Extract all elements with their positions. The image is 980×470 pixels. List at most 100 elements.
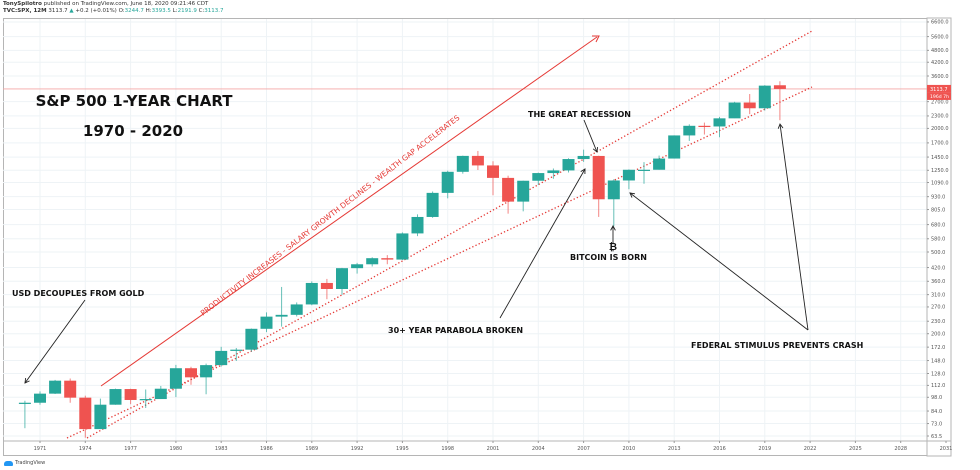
svg-text:5600.0: 5600.0 <box>931 34 949 40</box>
open-value: 3244.7 <box>124 8 144 14</box>
candle-1997 <box>426 191 439 218</box>
candle-1993 <box>366 257 379 267</box>
svg-text:310.0: 310.0 <box>931 292 945 298</box>
svg-text:63.5: 63.5 <box>931 434 942 440</box>
svg-text:2016: 2016 <box>713 446 726 452</box>
tradingview-logo[interactable]: TradingView <box>4 460 45 466</box>
candle-2003 <box>517 180 530 212</box>
high-value: 3393.5 <box>151 8 171 14</box>
svg-text:84.0: 84.0 <box>931 409 942 415</box>
svg-text:2010: 2010 <box>623 446 636 452</box>
svg-text:680.0: 680.0 <box>931 222 945 228</box>
svg-text:196d 7h: 196d 7h <box>930 94 949 100</box>
svg-text:2700.0: 2700.0 <box>931 99 949 105</box>
svg-text:2300.0: 2300.0 <box>931 114 949 120</box>
candle-2006 <box>562 158 575 173</box>
published-text: published on TradingView.com, June 18, 2… <box>43 1 209 7</box>
svg-text:2019: 2019 <box>758 446 771 452</box>
candle-2018 <box>743 94 756 115</box>
great-recession-note: THE GREAT RECESSION <box>528 110 631 119</box>
symbol-name[interactable]: TVC:SPX, 12M <box>3 8 47 14</box>
candle-2001 <box>487 161 499 196</box>
chart-subtitle: 1970 - 2020 <box>83 122 183 140</box>
svg-text:1974: 1974 <box>79 446 92 452</box>
svg-text:1980: 1980 <box>170 446 183 452</box>
svg-text:2022: 2022 <box>804 446 817 452</box>
candle-1978 <box>139 389 152 409</box>
svg-text:1700.0: 1700.0 <box>931 141 949 147</box>
candle-1992 <box>351 262 364 274</box>
svg-text:2004: 2004 <box>532 446 545 452</box>
candle-1998 <box>441 170 454 199</box>
candle-1980 <box>169 364 182 398</box>
candle-1976 <box>109 388 122 405</box>
stimulus-note: FEDERAL STIMULUS PREVENTS CRASH <box>691 341 863 350</box>
usd-gold-note: USD DECOUPLES FROM GOLD <box>12 289 145 298</box>
candle-2014 <box>683 124 696 141</box>
candle-2008 <box>592 155 605 217</box>
svg-text:2001: 2001 <box>487 446 500 452</box>
svg-text:98.0: 98.0 <box>931 395 942 401</box>
candle-2012 <box>653 155 666 170</box>
change-arrow-icon: ▲ <box>69 8 74 14</box>
bitcoin-icon: ₿ <box>609 241 617 253</box>
candle-1972 <box>49 379 62 394</box>
candle-1981 <box>185 366 197 385</box>
svg-text:2000.0: 2000.0 <box>931 126 949 132</box>
candle-1977 <box>124 388 137 405</box>
candle-1979 <box>154 385 167 400</box>
parabola-note: 30+ YEAR PARABOLA BROKEN <box>388 326 523 335</box>
candle-2011 <box>638 162 650 184</box>
low-label: L: <box>172 8 178 14</box>
time-axis[interactable]: 1971 1974 1977 1980 1983 1986 1989 1992 1995 1998… <box>3 440 952 452</box>
author-name[interactable]: TonySpilotro <box>3 1 42 7</box>
tradingview-cloud-icon <box>4 460 13 466</box>
price-axis[interactable]: 6600.0 5600.0 4800.0 4200.0 3600.0 2700.0 2300… <box>926 17 952 457</box>
candle-2000 <box>471 150 484 171</box>
svg-text:3600.0: 3600.0 <box>931 74 949 80</box>
svg-text:1986: 1986 <box>260 446 273 452</box>
candle-2005 <box>547 168 560 179</box>
svg-text:148.0: 148.0 <box>931 358 945 364</box>
candle-1983 <box>215 346 228 367</box>
svg-text:230.0: 230.0 <box>931 319 945 325</box>
svg-text:805.0: 805.0 <box>931 207 945 213</box>
svg-text:2025: 2025 <box>849 446 862 452</box>
candle-2020 <box>773 81 786 121</box>
candle-2004 <box>532 172 545 185</box>
svg-text:73.0: 73.0 <box>931 421 942 427</box>
svg-text:270.0: 270.0 <box>931 305 945 311</box>
candle-1995 <box>396 232 409 260</box>
candle-1984 <box>230 347 243 361</box>
svg-text:930.0: 930.0 <box>931 194 945 200</box>
svg-text:420.0: 420.0 <box>931 265 945 271</box>
change-value: +0.2 (+0.01%) <box>75 8 117 14</box>
svg-text:1090.0: 1090.0 <box>931 180 949 186</box>
candle-1999 <box>456 155 469 174</box>
high-label: H: <box>145 8 152 14</box>
candle-1971 <box>34 391 46 405</box>
candlestick-series <box>18 81 786 438</box>
close-value: 3113.7 <box>204 8 224 14</box>
svg-text:4800.0: 4800.0 <box>931 48 949 54</box>
close-label: C: <box>198 8 205 14</box>
publish-info: TonySpilotro published on TradingView.co… <box>3 1 208 7</box>
candle-1991 <box>336 267 348 295</box>
svg-text:1971: 1971 <box>34 446 47 452</box>
svg-text:1450.0: 1450.0 <box>931 155 949 161</box>
svg-text:580.0: 580.0 <box>931 237 945 243</box>
low-value: 2191.9 <box>177 8 197 14</box>
svg-text:1992: 1992 <box>351 446 364 452</box>
candle-1982 <box>200 363 213 395</box>
candle-2015 <box>698 122 711 135</box>
candle-2010 <box>622 169 635 190</box>
candle-1990 <box>320 278 333 300</box>
chart-title: S&P 500 1-YEAR CHART <box>36 92 234 110</box>
open-label: O: <box>118 8 125 14</box>
grid-lines <box>3 19 947 441</box>
svg-text:2013: 2013 <box>668 446 681 452</box>
candle-1994 <box>381 255 394 265</box>
svg-text:112.0: 112.0 <box>931 383 945 389</box>
candle-1988 <box>290 302 303 317</box>
